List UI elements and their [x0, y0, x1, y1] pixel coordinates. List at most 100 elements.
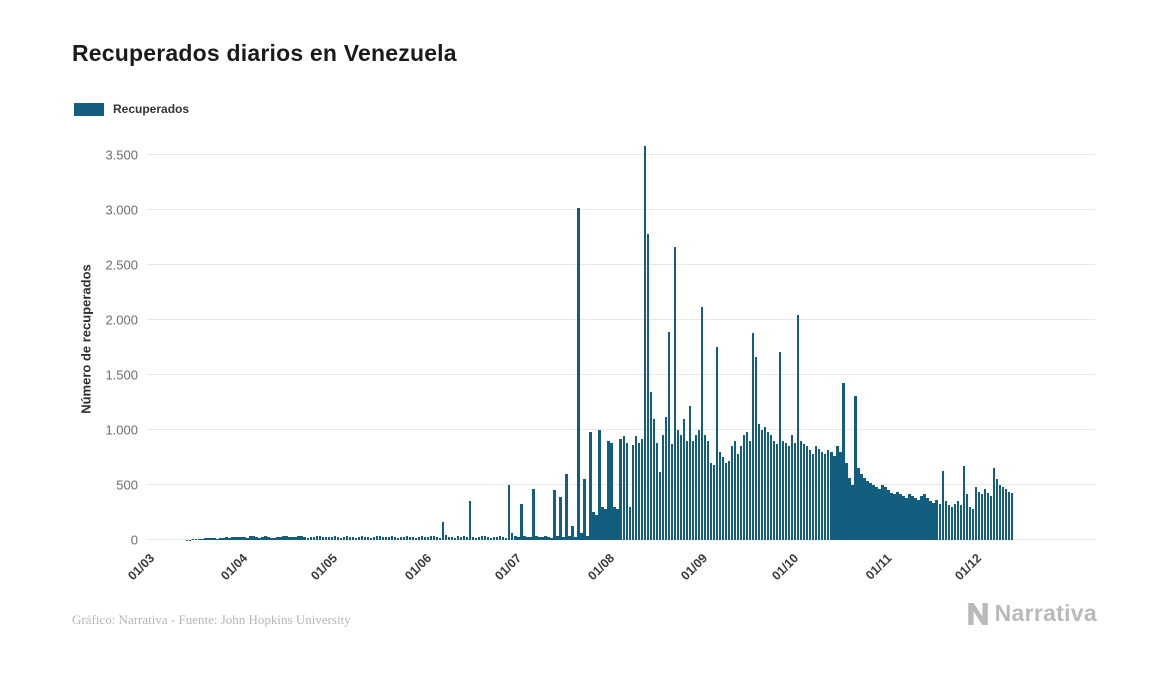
bar[interactable] — [845, 462, 848, 540]
bar[interactable] — [655, 443, 658, 540]
bar[interactable] — [375, 536, 379, 540]
bar[interactable] — [965, 493, 968, 540]
bar[interactable] — [637, 443, 640, 540]
bar[interactable] — [225, 537, 228, 540]
bar[interactable] — [824, 454, 827, 540]
bar[interactable] — [803, 444, 806, 540]
bar[interactable] — [270, 537, 273, 540]
bar[interactable] — [318, 536, 321, 540]
bar[interactable] — [923, 493, 926, 540]
bar[interactable] — [797, 315, 800, 540]
bar[interactable] — [565, 473, 568, 540]
bar[interactable] — [231, 536, 234, 540]
bar[interactable] — [995, 479, 999, 540]
bar[interactable] — [429, 536, 433, 540]
bar[interactable] — [508, 484, 511, 540]
bar[interactable] — [285, 536, 288, 540]
bar[interactable] — [210, 537, 213, 540]
bar[interactable] — [652, 418, 655, 540]
bar[interactable] — [369, 537, 373, 540]
bar[interactable] — [917, 500, 920, 540]
bar[interactable] — [875, 487, 878, 540]
bar[interactable] — [499, 536, 502, 540]
bar[interactable] — [815, 446, 818, 540]
bar[interactable] — [559, 497, 562, 540]
bar[interactable] — [899, 493, 902, 540]
bar[interactable] — [872, 484, 875, 540]
bar[interactable] — [414, 537, 418, 540]
bar[interactable] — [550, 537, 553, 540]
bar[interactable] — [718, 451, 722, 540]
bar[interactable] — [896, 491, 899, 540]
bar[interactable] — [935, 500, 938, 540]
bar[interactable] — [372, 537, 376, 540]
bar[interactable] — [866, 480, 869, 540]
bar[interactable] — [715, 347, 719, 540]
bar[interactable] — [742, 435, 746, 540]
bar[interactable] — [628, 506, 631, 540]
bar[interactable] — [490, 537, 493, 540]
bar[interactable] — [983, 489, 986, 540]
bar[interactable] — [535, 535, 538, 540]
bar[interactable] — [556, 536, 559, 540]
bar[interactable] — [890, 492, 893, 540]
bar[interactable] — [219, 538, 222, 540]
bar[interactable] — [863, 478, 866, 540]
bar[interactable] — [1010, 492, 1014, 540]
bar[interactable] — [408, 536, 412, 540]
bar[interactable] — [694, 435, 698, 540]
bar[interactable] — [956, 501, 959, 540]
legend-item-recuperados[interactable]: Recuperados — [74, 102, 189, 116]
bar[interactable] — [420, 536, 424, 540]
bar[interactable] — [827, 449, 830, 540]
bar[interactable] — [577, 208, 580, 540]
bar[interactable] — [306, 537, 309, 540]
bar[interactable] — [505, 537, 508, 540]
bar[interactable] — [604, 509, 607, 540]
bar[interactable] — [986, 492, 989, 540]
bar[interactable] — [291, 537, 294, 540]
bar[interactable] — [351, 537, 354, 540]
bar[interactable] — [854, 395, 857, 540]
bar[interactable] — [228, 537, 231, 540]
bar[interactable] — [321, 537, 324, 540]
bar[interactable] — [1001, 487, 1005, 540]
bar[interactable] — [273, 538, 276, 540]
bar[interactable] — [905, 498, 908, 540]
bar[interactable] — [1004, 489, 1008, 540]
bar[interactable] — [610, 443, 613, 540]
bar[interactable] — [393, 536, 397, 540]
bar[interactable] — [766, 432, 770, 540]
bar[interactable] — [568, 536, 571, 540]
bar[interactable] — [312, 536, 315, 540]
bar[interactable] — [195, 539, 198, 540]
bar[interactable] — [330, 536, 333, 540]
bar[interactable] — [989, 495, 992, 540]
bar[interactable] — [646, 233, 649, 540]
bar[interactable] — [751, 332, 755, 540]
bar[interactable] — [724, 462, 728, 540]
bar[interactable] — [685, 440, 689, 540]
bar[interactable] — [345, 536, 348, 540]
bar[interactable] — [288, 536, 291, 540]
bar[interactable] — [529, 536, 532, 540]
bar[interactable] — [402, 536, 406, 540]
bar[interactable] — [541, 537, 544, 540]
bar[interactable] — [595, 514, 598, 540]
bar[interactable] — [818, 448, 821, 540]
bar[interactable] — [363, 536, 367, 540]
bar[interactable] — [426, 537, 430, 540]
bar[interactable] — [216, 538, 219, 540]
bar[interactable] — [833, 456, 836, 540]
bar[interactable] — [860, 473, 863, 540]
bar[interactable] — [378, 536, 382, 540]
bar[interactable] — [258, 537, 261, 540]
bar[interactable] — [821, 451, 824, 540]
bar[interactable] — [809, 449, 812, 540]
bar[interactable] — [532, 489, 535, 540]
bar[interactable] — [977, 491, 980, 540]
bar[interactable] — [902, 495, 905, 540]
bar[interactable] — [348, 536, 351, 540]
bar[interactable] — [712, 465, 716, 540]
bar[interactable] — [276, 537, 279, 540]
